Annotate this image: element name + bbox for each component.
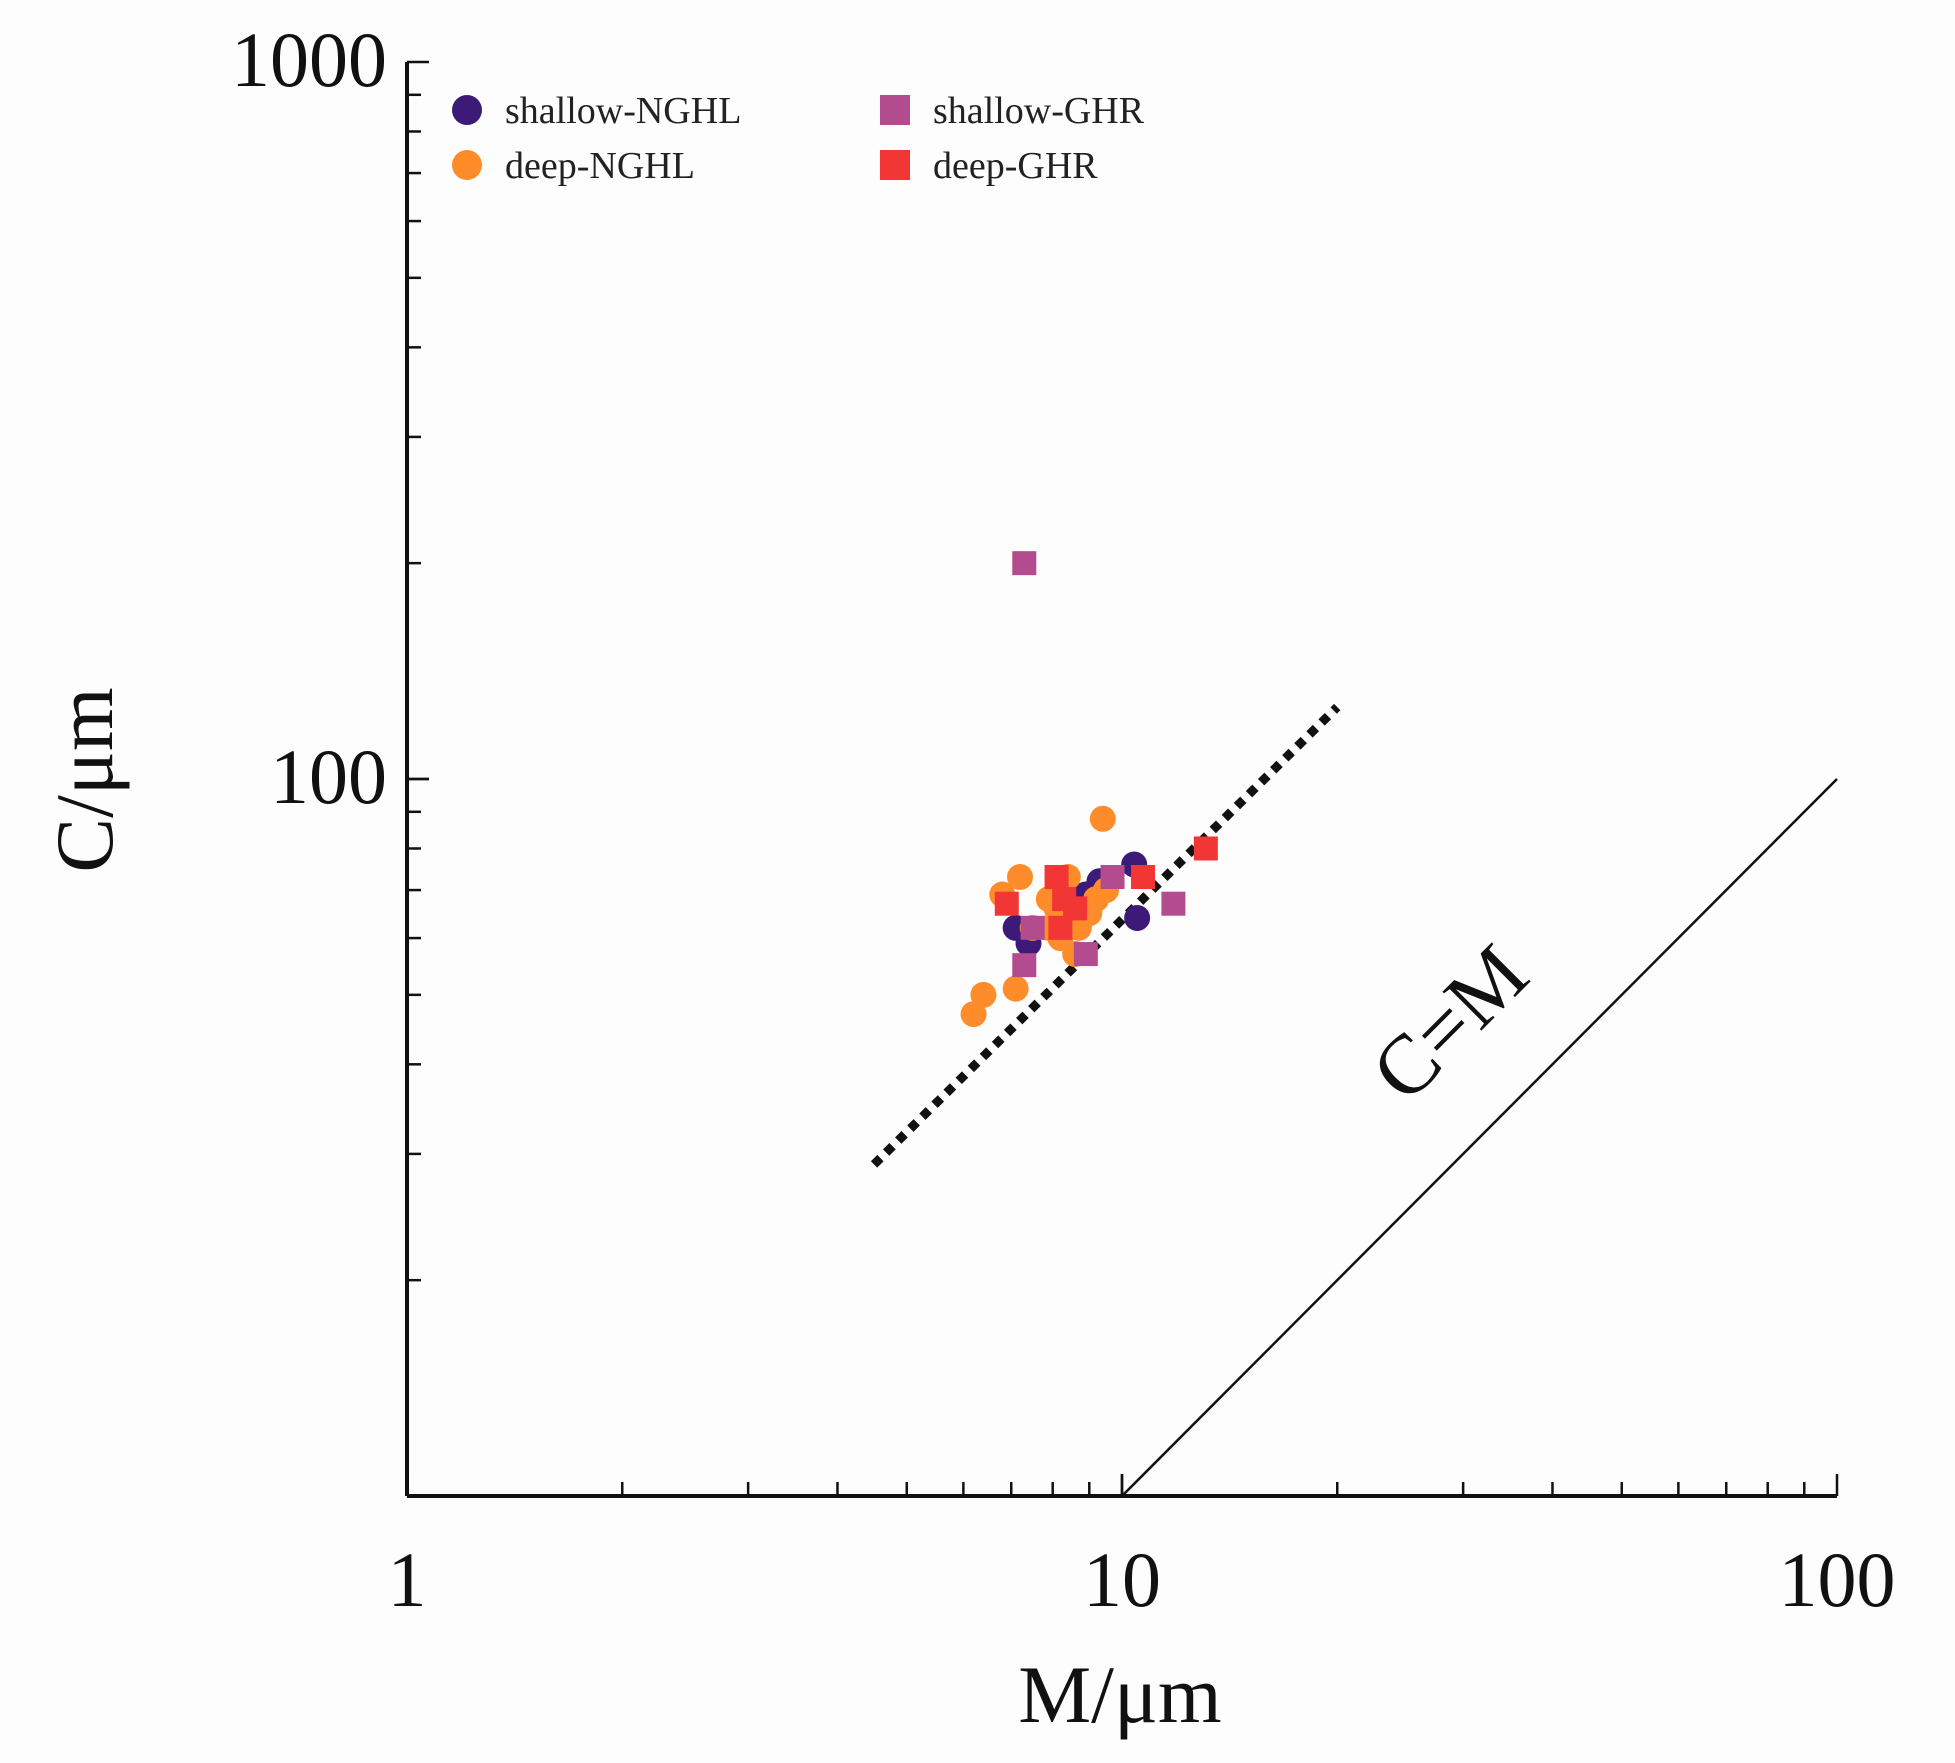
shallow-nghl-point [1124,905,1150,931]
data-points [961,551,1218,1027]
y-axis-title: C/μm [39,687,130,872]
deep-ghr-legend-label: deep-GHR [933,145,1098,187]
reference-line [1122,779,1837,1496]
deep-nghl-point [961,1001,987,1027]
deep-nghl-legend-marker [452,150,482,180]
x-tick-label: 100 [1779,1536,1896,1623]
shallow-ghr-point [1012,953,1036,977]
shallow-ghr-point [1012,551,1036,575]
deep-nghl-point [1003,976,1029,1002]
axes: 1 10 100 100 1000 [231,16,1896,1623]
deep-nghl-legend-label: deep-NGHL [505,145,695,187]
deep-ghr-point [1045,865,1069,889]
shallow-ghr-point [1101,865,1125,889]
x-tick-label: 1 [388,1536,427,1623]
deep-ghr-point [1131,865,1155,889]
y-ticks: 100 1000 [231,16,429,1496]
legend: shallow-NGHL deep-NGHL shallow-GHR deep-GHR [452,90,1145,187]
x-tick-label: 10 [1083,1536,1161,1623]
trend-line [874,707,1337,1164]
shallow-nghl-legend-marker [452,95,482,125]
shallow-ghr-legend-label: shallow-GHR [933,90,1145,132]
deep-ghr-legend-marker [880,150,910,180]
deep-ghr-point [995,892,1019,916]
reference-line-group: C=M [1122,779,1837,1496]
x-axis-title: M/μm [1018,1649,1221,1740]
deep-ghr-point [1063,896,1087,920]
y-tick-label: 100 [270,733,387,820]
shallow-ghr-legend-marker [880,95,910,125]
scatter-chart: 1 10 100 100 1000 M/μm C/μm C=M shallow-NGH… [0,0,1955,1763]
shallow-ghr-point [1074,942,1098,966]
deep-nghl-point [1090,806,1116,832]
deep-ghr-point [1194,836,1218,860]
y-tick-label: 1000 [231,16,387,103]
shallow-nghl-legend-label: shallow-NGHL [505,90,741,132]
shallow-ghr-point [1161,892,1185,916]
reference-line-label: C=M [1354,927,1546,1119]
shallow-ghr-point [1021,916,1045,940]
